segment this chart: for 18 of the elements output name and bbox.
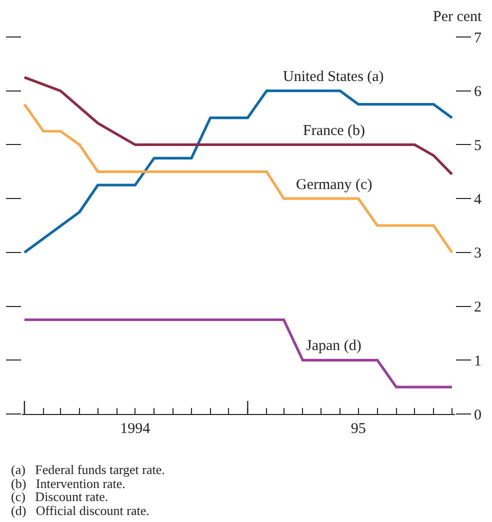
x-tick-label: 1994: [120, 421, 151, 438]
series-label: United States (a): [283, 69, 384, 85]
series-label: Germany (c): [296, 177, 372, 193]
text: (d) Official discount rate.: [11, 503, 150, 518]
x-tick-label: 95: [350, 421, 366, 438]
y-tick-label: 3: [474, 246, 482, 262]
y-tick-label: 1: [474, 353, 482, 370]
y-tick-label: 4: [474, 192, 482, 208]
text: (a) Federal funds target rate.: [11, 462, 165, 477]
y-tick-label: 5: [474, 138, 482, 154]
series-label: France (b): [303, 123, 366, 139]
y-tick-label: 0: [474, 407, 482, 424]
text: (b) Intervention rate.: [11, 476, 126, 491]
y-axis-title: Per cent: [433, 9, 483, 25]
y-tick-label: 7: [474, 30, 482, 46]
y-tick-label: 6: [474, 84, 482, 100]
y-tick-label: 2: [474, 300, 482, 316]
series-label: Japan (d): [306, 338, 362, 354]
